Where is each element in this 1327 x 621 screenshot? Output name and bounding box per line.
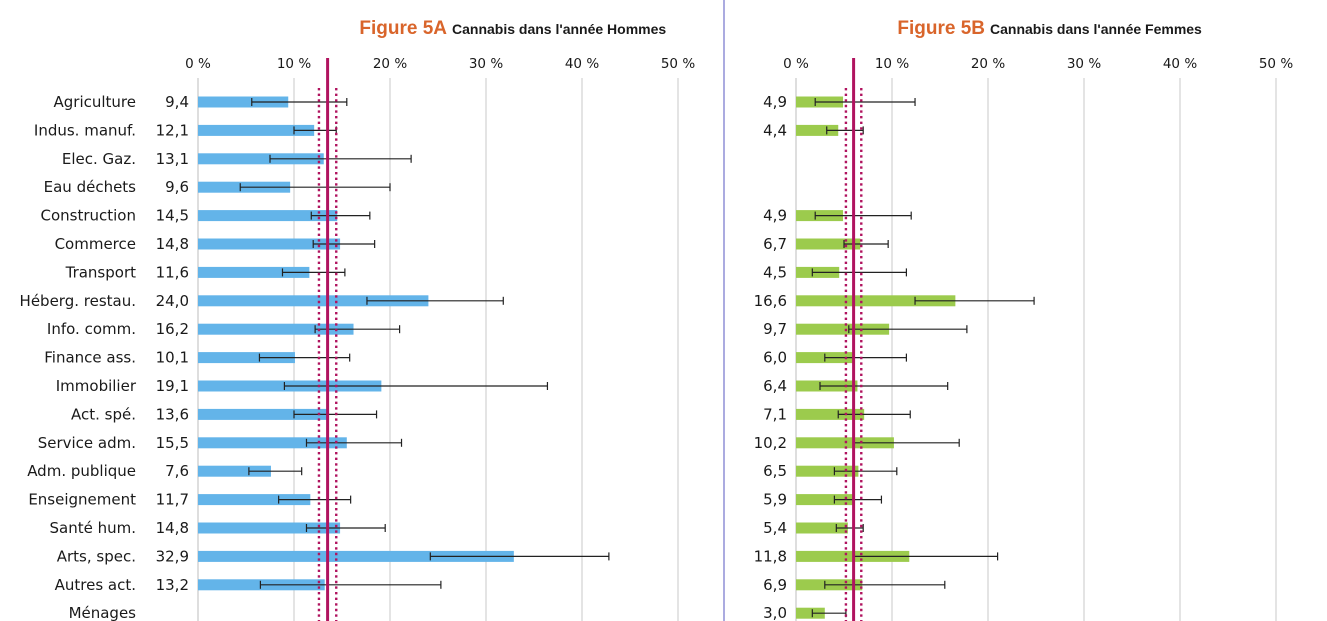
bar <box>198 494 311 506</box>
data-label: 10,1 <box>156 349 189 367</box>
data-label: 11,7 <box>156 491 189 509</box>
data-label: 9,7 <box>763 320 787 338</box>
x-tick-label: 40 % <box>1163 56 1197 72</box>
category-label: Act. spé. <box>71 405 136 423</box>
category-label: Immobilier <box>56 377 137 395</box>
x-tick-label: 20 % <box>971 56 1005 72</box>
data-label: 5,4 <box>763 519 787 537</box>
panel-femmes: Figure 5B Cannabis dans l'année Femmes 0… <box>754 18 1293 621</box>
x-tick-label: 40 % <box>565 56 599 72</box>
data-label: 6,5 <box>763 462 787 480</box>
category-label: Elec. Gaz. <box>62 150 136 168</box>
data-label: 15,5 <box>156 434 189 452</box>
bar <box>198 295 429 307</box>
data-label: 7,6 <box>165 462 189 480</box>
bar <box>796 607 825 619</box>
data-label: 14,8 <box>156 235 189 253</box>
bar <box>198 153 324 165</box>
bar <box>198 238 341 250</box>
bar <box>796 465 859 477</box>
category-label: Indus. manuf. <box>34 121 136 139</box>
data-label: 11,6 <box>156 263 189 281</box>
bar <box>198 323 354 335</box>
figure-5a-title: Cannabis dans l'année Hommes <box>452 21 666 37</box>
category-label: Agriculture <box>54 93 137 111</box>
bar <box>796 295 956 307</box>
figure-5b-title: Cannabis dans l'année Femmes <box>990 21 1202 37</box>
category-label: Adm. publique <box>27 462 136 480</box>
bar <box>198 352 295 364</box>
data-label: 4,4 <box>763 121 787 139</box>
data-label: 4,9 <box>763 93 787 111</box>
bar <box>198 550 514 562</box>
category-label: Finance ass. <box>44 349 136 367</box>
category-label: Ménages <box>69 604 137 621</box>
bar <box>796 494 853 506</box>
category-label: Transport <box>65 263 137 281</box>
data-label: 6,4 <box>763 377 787 395</box>
data-label: 13,2 <box>156 576 189 594</box>
bar <box>198 522 341 534</box>
bar <box>198 408 329 420</box>
data-label: 11,8 <box>754 547 787 565</box>
category-label: Construction <box>40 207 136 225</box>
data-label: 9,4 <box>165 93 189 111</box>
data-label: 14,8 <box>156 519 189 537</box>
data-label: 7,1 <box>763 405 787 423</box>
bar <box>796 124 839 136</box>
data-label: 6,9 <box>763 576 787 594</box>
bar <box>796 238 861 250</box>
data-label: 6,0 <box>763 349 787 367</box>
data-label: 3,0 <box>763 604 787 621</box>
data-label: 4,9 <box>763 207 787 225</box>
bar <box>198 266 310 278</box>
data-label: 9,6 <box>165 178 189 196</box>
x-tick-label: 0 % <box>185 56 211 72</box>
figure-5b-label: Figure 5B <box>897 18 985 39</box>
category-label: Service adm. <box>38 434 136 452</box>
category-label: Eau déchets <box>44 178 137 196</box>
data-label: 14,5 <box>156 207 189 225</box>
panel-hommes: Figure 5A Cannabis dans l'année Hommes 0… <box>20 18 695 621</box>
category-label: Arts, spec. <box>57 547 136 565</box>
x-tick-label: 10 % <box>277 56 311 72</box>
data-label: 16,6 <box>754 292 787 310</box>
data-label: 4,5 <box>763 263 787 281</box>
data-label: 13,6 <box>156 405 189 423</box>
bar <box>796 323 890 335</box>
bar <box>198 210 338 222</box>
x-tick-label: 20 % <box>373 56 407 72</box>
x-tick-label: 30 % <box>1067 56 1101 72</box>
data-label: 6,7 <box>763 235 787 253</box>
category-label: Héberg. restau. <box>20 292 136 310</box>
bar <box>796 408 865 420</box>
data-label: 10,2 <box>754 434 787 452</box>
x-tick-label: 10 % <box>875 56 909 72</box>
bar <box>198 124 315 136</box>
data-label: 13,1 <box>156 150 189 168</box>
figure-5a-label: Figure 5A <box>359 18 447 39</box>
category-label: Autres act. <box>55 576 136 594</box>
x-tick-label: 50 % <box>1259 56 1293 72</box>
x-tick-label: 0 % <box>783 56 809 72</box>
data-label: 16,2 <box>156 320 189 338</box>
category-label: Info. comm. <box>47 320 136 338</box>
data-label: 19,1 <box>156 377 189 395</box>
bar <box>198 465 271 477</box>
bar <box>198 437 347 449</box>
data-label: 12,1 <box>156 121 189 139</box>
category-label: Enseignement <box>28 491 136 509</box>
bar <box>796 522 848 534</box>
data-label: 5,9 <box>763 491 787 509</box>
x-tick-label: 50 % <box>661 56 695 72</box>
category-label: Santé hum. <box>50 519 137 537</box>
x-tick-label: 30 % <box>469 56 503 72</box>
data-label: 32,9 <box>156 547 189 565</box>
data-label: 24,0 <box>156 292 189 310</box>
bar <box>198 96 289 108</box>
category-label: Commerce <box>55 235 136 253</box>
